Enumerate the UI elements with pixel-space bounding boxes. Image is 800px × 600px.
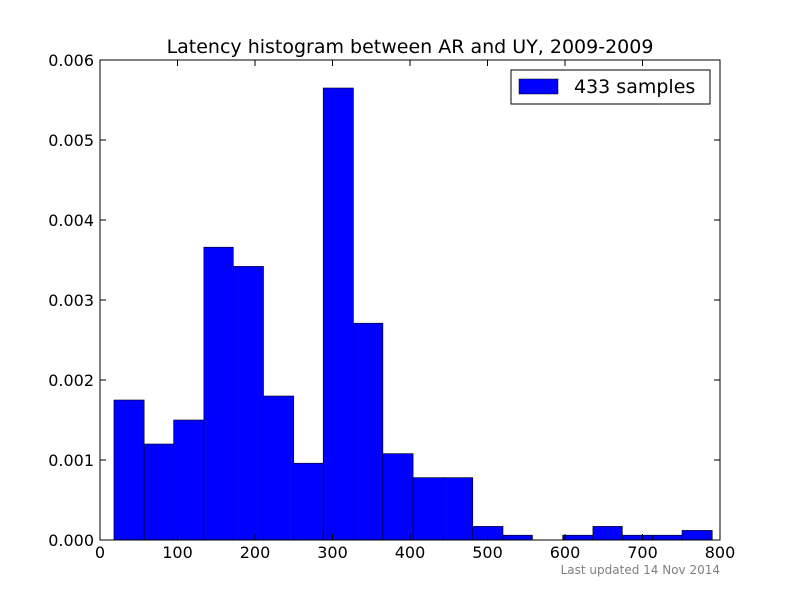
histogram-bar [382,453,414,541]
histogram-bar [293,462,324,541]
bars-layer [113,87,713,541]
histogram-bar [681,530,713,541]
histogram-bar [233,266,264,541]
x-tick-label: 0 [95,543,105,562]
histogram-bar [562,534,594,541]
histogram-bar [173,419,205,541]
legend-label: 433 samples [574,76,695,98]
y-tick-label: 0.004 [48,211,94,230]
histogram-bar [203,246,234,541]
x-tick-label: 800 [705,543,736,562]
histogram-bar [143,443,174,541]
histogram-bar [592,526,623,541]
y-tick-label: 0.005 [48,131,94,150]
last-updated-note: Last updated 14 Nov 2014 [561,563,720,577]
x-tick-label: 600 [550,543,581,562]
x-tick-label: 400 [395,543,426,562]
histogram-bar [263,395,295,541]
y-tick-label: 0.002 [48,371,94,390]
legend-swatch [518,78,559,95]
histogram-bar [652,534,683,541]
chart-title: Latency histogram between AR and UY, 200… [167,36,654,58]
histogram-bar [502,534,533,541]
y-tick-label: 0.001 [48,451,94,470]
ticks-layer: 0 100 200 300 400 500 600 700 800 0.000 0.001 0.002… [48,51,735,562]
histogram-bar [322,87,354,541]
histogram-bar [353,322,384,541]
histogram-bar [443,477,474,541]
x-tick-label: 700 [627,543,658,562]
legend: 433 samples [510,69,711,105]
x-tick-label: 500 [472,543,503,562]
x-tick-label: 200 [240,543,271,562]
plot-frame [99,59,721,541]
y-tick-label: 0.003 [48,291,94,310]
y-tick-label: 0.000 [48,531,94,550]
x-tick-label: 300 [317,543,348,562]
histogram-bar [412,477,444,541]
histogram-bar [113,399,145,541]
x-tick-label: 100 [162,543,193,562]
histogram-bar [622,534,653,541]
y-tick-label: 0.006 [48,51,94,70]
